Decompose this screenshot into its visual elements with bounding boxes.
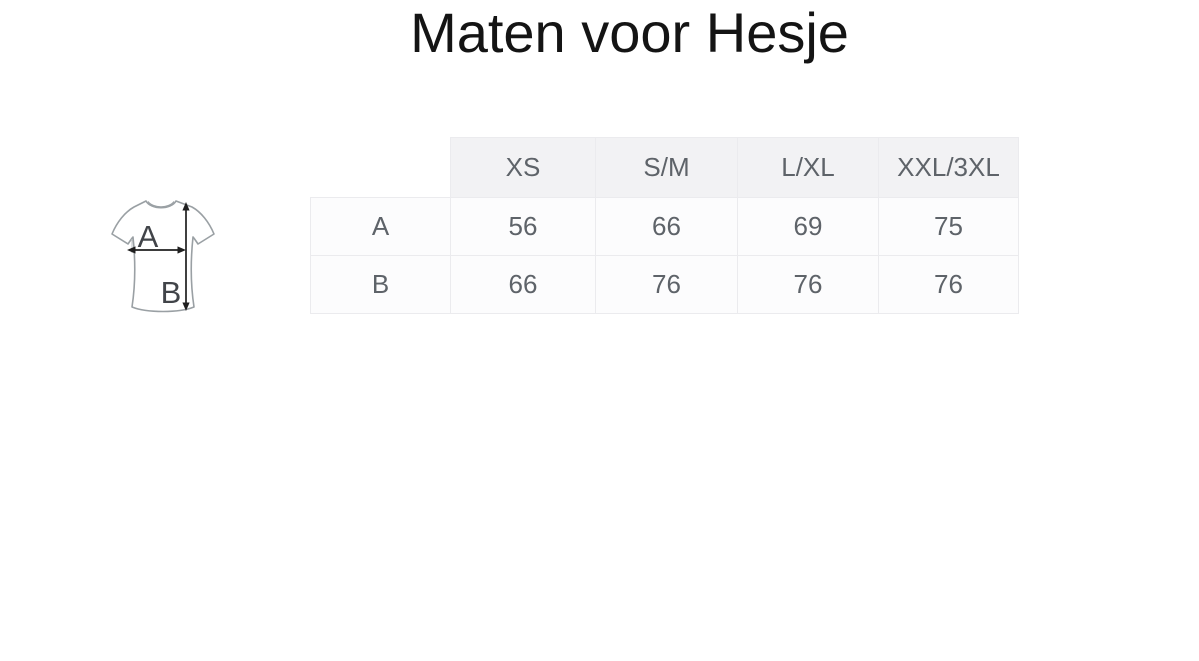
size-cell: 56 [450, 197, 596, 256]
page-title: Maten voor Hesje [410, 1, 849, 64]
column-header-xxl3xl: XXL/3XL [878, 137, 1019, 198]
tshirt-diagram: A B [99, 191, 231, 320]
column-header-lxl: L/XL [737, 137, 879, 198]
size-chart: XS S/M L/XL XXL/3XL A 56 66 69 75 B 66 7… [310, 137, 1019, 314]
measurement-label-a: A [138, 219, 159, 254]
size-cell: 76 [737, 255, 879, 314]
table-row-b: B 66 76 76 76 [310, 255, 1019, 314]
size-chart-table: XS S/M L/XL XXL/3XL A 56 66 69 75 B 66 7… [310, 137, 1019, 314]
column-header-sm: S/M [595, 137, 738, 198]
table-row-a: A 56 66 69 75 [310, 197, 1019, 256]
size-cell: 66 [450, 255, 596, 314]
size-cell: 76 [878, 255, 1019, 314]
size-cell: 76 [595, 255, 738, 314]
corner-header-cell [311, 138, 451, 198]
tshirt-diagram-svg: A B [111, 200, 215, 313]
size-cell: 75 [878, 197, 1019, 256]
table-header-row: XS S/M L/XL XXL/3XL [311, 137, 1019, 198]
size-cell: 66 [595, 197, 738, 256]
row-label-cell: B [310, 255, 451, 314]
row-label-cell: A [310, 197, 451, 256]
size-cell: 69 [737, 197, 879, 256]
length-arrow [182, 202, 190, 311]
measurement-label-b: B [161, 275, 182, 310]
column-header-xs: XS [450, 137, 596, 198]
width-arrow [127, 246, 186, 254]
